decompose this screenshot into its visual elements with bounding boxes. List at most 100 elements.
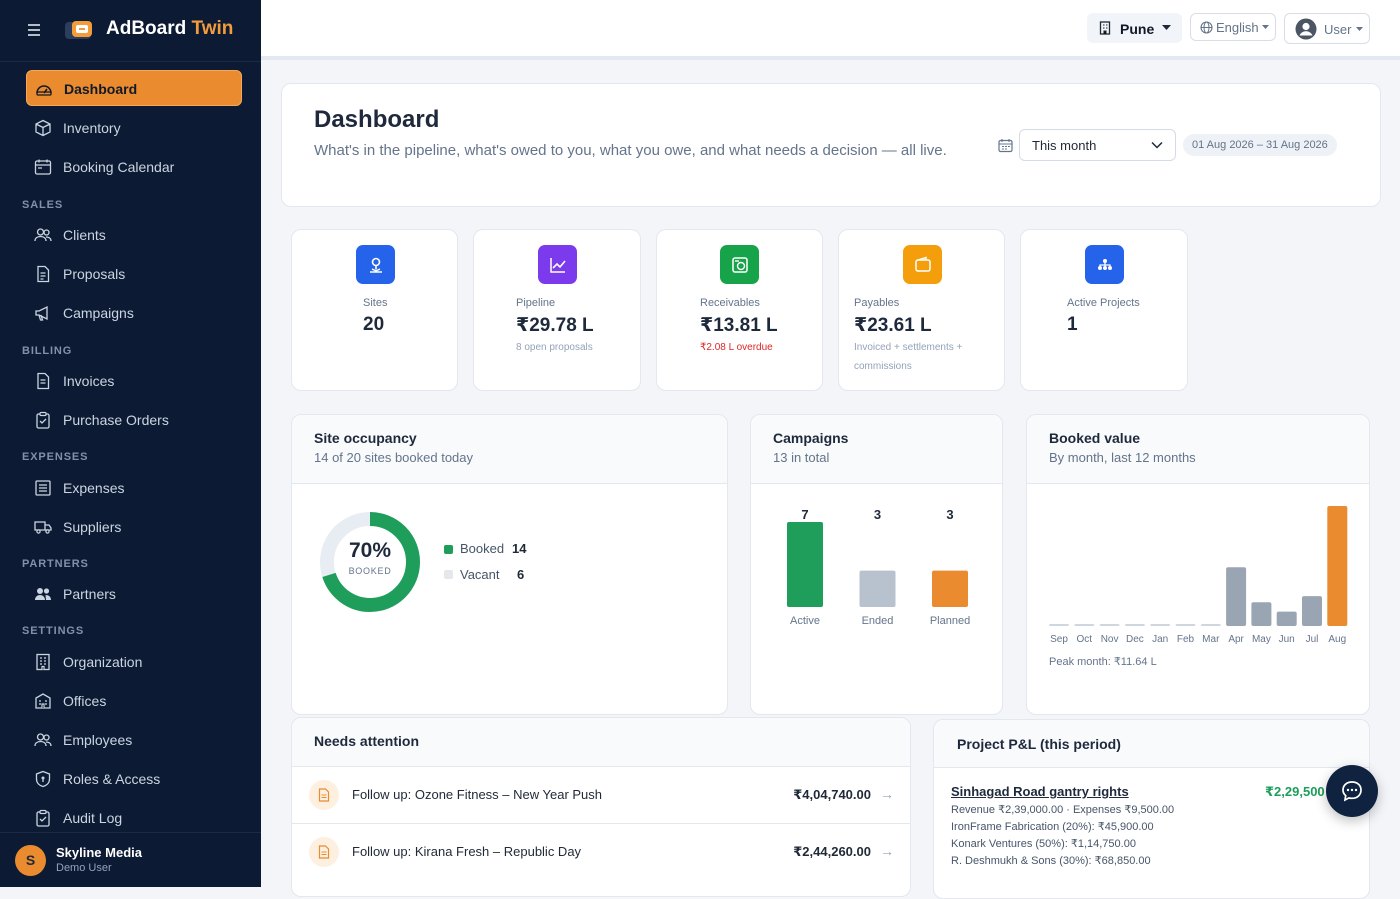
account-footer[interactable]: S Skyline Media Demo User (0, 832, 261, 887)
user-label: User (1324, 22, 1352, 37)
booked-bar-mar (1200, 624, 1221, 626)
section-heading-partners: PARTNERS (22, 558, 89, 570)
pnl-line: Konark Ventures (50%): ₹1,14,750.00 (951, 838, 1136, 850)
panel-subtitle: 13 in total (773, 450, 830, 465)
user-menu[interactable]: User (1284, 13, 1370, 44)
month-tick-label: Mar (1202, 634, 1220, 645)
cube-icon (34, 119, 52, 137)
sidebar-item-audit-log[interactable]: Audit Log (26, 800, 242, 836)
money-icon (720, 245, 759, 284)
panel-header: Needs attention (292, 718, 910, 766)
kpi-value: ₹13.81 L (700, 315, 778, 336)
calendar-icon (998, 138, 1013, 153)
sidebar-item-dashboard[interactable]: Dashboard (26, 70, 242, 106)
sidebar-item-clients[interactable]: Clients (26, 217, 242, 253)
list-item[interactable]: Follow up: Kirana Fresh – Republic Day ₹… (292, 823, 910, 880)
kpi-label: Receivables (700, 297, 760, 309)
users-icon (34, 226, 52, 244)
city-selector[interactable]: Pune (1087, 13, 1182, 43)
sidebar-item-label: Offices (63, 693, 107, 709)
sidebar-item-booking-calendar[interactable]: Booking Calendar (26, 149, 242, 185)
sidebar-item-label: Booking Calendar (63, 159, 175, 175)
building-icon (34, 653, 52, 671)
kpi-card-pipeline[interactable]: Pipeline ₹29.78 L 8 open proposals (473, 229, 641, 391)
megaphone-icon (34, 304, 52, 322)
sidebar-item-expenses[interactable]: Expenses (26, 470, 242, 506)
sidebar-item-label: Inventory (63, 120, 121, 136)
chat-button[interactable] (1326, 765, 1378, 817)
kpi-note-line2: commissions (854, 361, 912, 372)
arrow-right-icon: → (880, 843, 894, 859)
sidebar-item-suppliers[interactable]: Suppliers (26, 509, 242, 545)
caret-down-icon (1262, 25, 1269, 30)
menu-icon[interactable] (26, 20, 42, 40)
legend-label-booked: Booked (460, 541, 505, 556)
campaign-category-label: Active (790, 615, 820, 627)
language-label: English (1216, 20, 1259, 35)
kpi-card-payables[interactable]: Payables ₹23.61 L Invoiced + settlements… (838, 229, 1005, 391)
project-profit: ₹2,29,500 (1265, 784, 1325, 799)
month-tick-label: Dec (1126, 634, 1144, 645)
list-item[interactable]: Follow up: Ozone Fitness – New Year Push… (292, 766, 910, 823)
sidebar-item-purchase-orders[interactable]: Purchase Orders (26, 402, 242, 438)
panel-title: Site occupancy (314, 430, 417, 446)
booked-value-panel: Booked value By month, last 12 months Se… (1026, 414, 1370, 715)
campaign-category-label: Planned (930, 615, 970, 627)
pnl-line: R. Deshmukh & Sons (30%): ₹68,850.00 (951, 855, 1151, 867)
sidebar-item-label: Employees (63, 732, 133, 748)
sidebar-item-inventory[interactable]: Inventory (26, 110, 242, 146)
booked-bar-feb (1175, 624, 1196, 626)
calendar-icon (34, 158, 52, 176)
sidebar-item-label: Dashboard (64, 81, 138, 97)
booked-bar-oct (1074, 624, 1095, 626)
sidebar-item-invoices[interactable]: Invoices (26, 363, 242, 399)
kpi-card-receivables[interactable]: Receivables ₹13.81 L ₹2.08 L overdue (656, 229, 823, 391)
panel-header: Project P&L (this period) (934, 720, 1369, 768)
org-name: Skyline Media (56, 845, 142, 860)
city-label: Pune (1120, 21, 1155, 37)
language-selector[interactable]: English (1190, 13, 1276, 41)
sidebar-item-proposals[interactable]: Proposals (26, 256, 242, 292)
sidebar-item-employees[interactable]: Employees (26, 722, 242, 758)
sidebar-item-label: Clients (63, 227, 106, 243)
panel-subtitle: By month, last 12 months (1049, 450, 1196, 465)
legend-swatch-booked (444, 545, 453, 554)
logo-icon (64, 17, 94, 43)
overdue-note: ₹2.08 L overdue (700, 342, 773, 353)
sidebar-item-offices[interactable]: Offices (26, 683, 242, 719)
kpi-value: ₹23.61 L (854, 315, 932, 336)
document-icon (34, 265, 52, 283)
period-value: This month (1032, 138, 1097, 153)
shield-icon (34, 770, 52, 788)
campaign-bar-planned (932, 570, 968, 607)
brand-name: AdBoard Twin (106, 18, 234, 39)
campaigns-panel: Campaigns 13 in total 7 Active 3 Ended 3 Plan… (750, 414, 1003, 715)
sidebar-item-partners[interactable]: Partners (26, 576, 242, 612)
sidebar-item-label: Partners (63, 586, 116, 602)
brand-bar: AdBoard Twin (0, 0, 261, 62)
kpi-card-active-projects[interactable]: Active Projects 1 (1020, 229, 1188, 391)
section-heading-expenses: EXPENSES (22, 451, 89, 463)
project-link[interactable]: Sinhagad Road gantry rights (951, 784, 1129, 799)
audit-icon (34, 809, 52, 827)
site-occupancy-panel: Site occupancy 14 of 20 sites booked tod… (291, 414, 728, 715)
occupancy-caption: BOOKED (348, 566, 392, 576)
chevron-down-icon (1151, 141, 1163, 149)
period-select[interactable]: This month (1019, 129, 1176, 161)
panel-title: Booked value (1049, 430, 1141, 446)
kpi-card-sites[interactable]: Sites 20 (291, 229, 458, 391)
sidebar-item-roles-access[interactable]: Roles & Access (26, 761, 242, 797)
sidebar-item-organization[interactable]: Organization (26, 644, 242, 680)
sites-icon (356, 245, 395, 284)
month-tick-label: May (1252, 634, 1271, 645)
page-title: Dashboard (314, 106, 440, 133)
pnl-breakdown: Revenue ₹2,39,000.00 · Expenses ₹9,500.0… (951, 802, 1174, 870)
section-heading-settings: SETTINGS (22, 625, 85, 637)
pnl-line: Revenue ₹2,39,000.00 · Expenses ₹9,500.0… (951, 804, 1175, 816)
sidebar-item-campaigns[interactable]: Campaigns (26, 295, 242, 331)
booked-bar-nov (1099, 624, 1120, 626)
people-icon (34, 585, 52, 603)
month-tick-label: Sep (1050, 634, 1068, 645)
user-name: Demo User (56, 862, 112, 874)
sidebar-item-label: Suppliers (63, 519, 122, 535)
